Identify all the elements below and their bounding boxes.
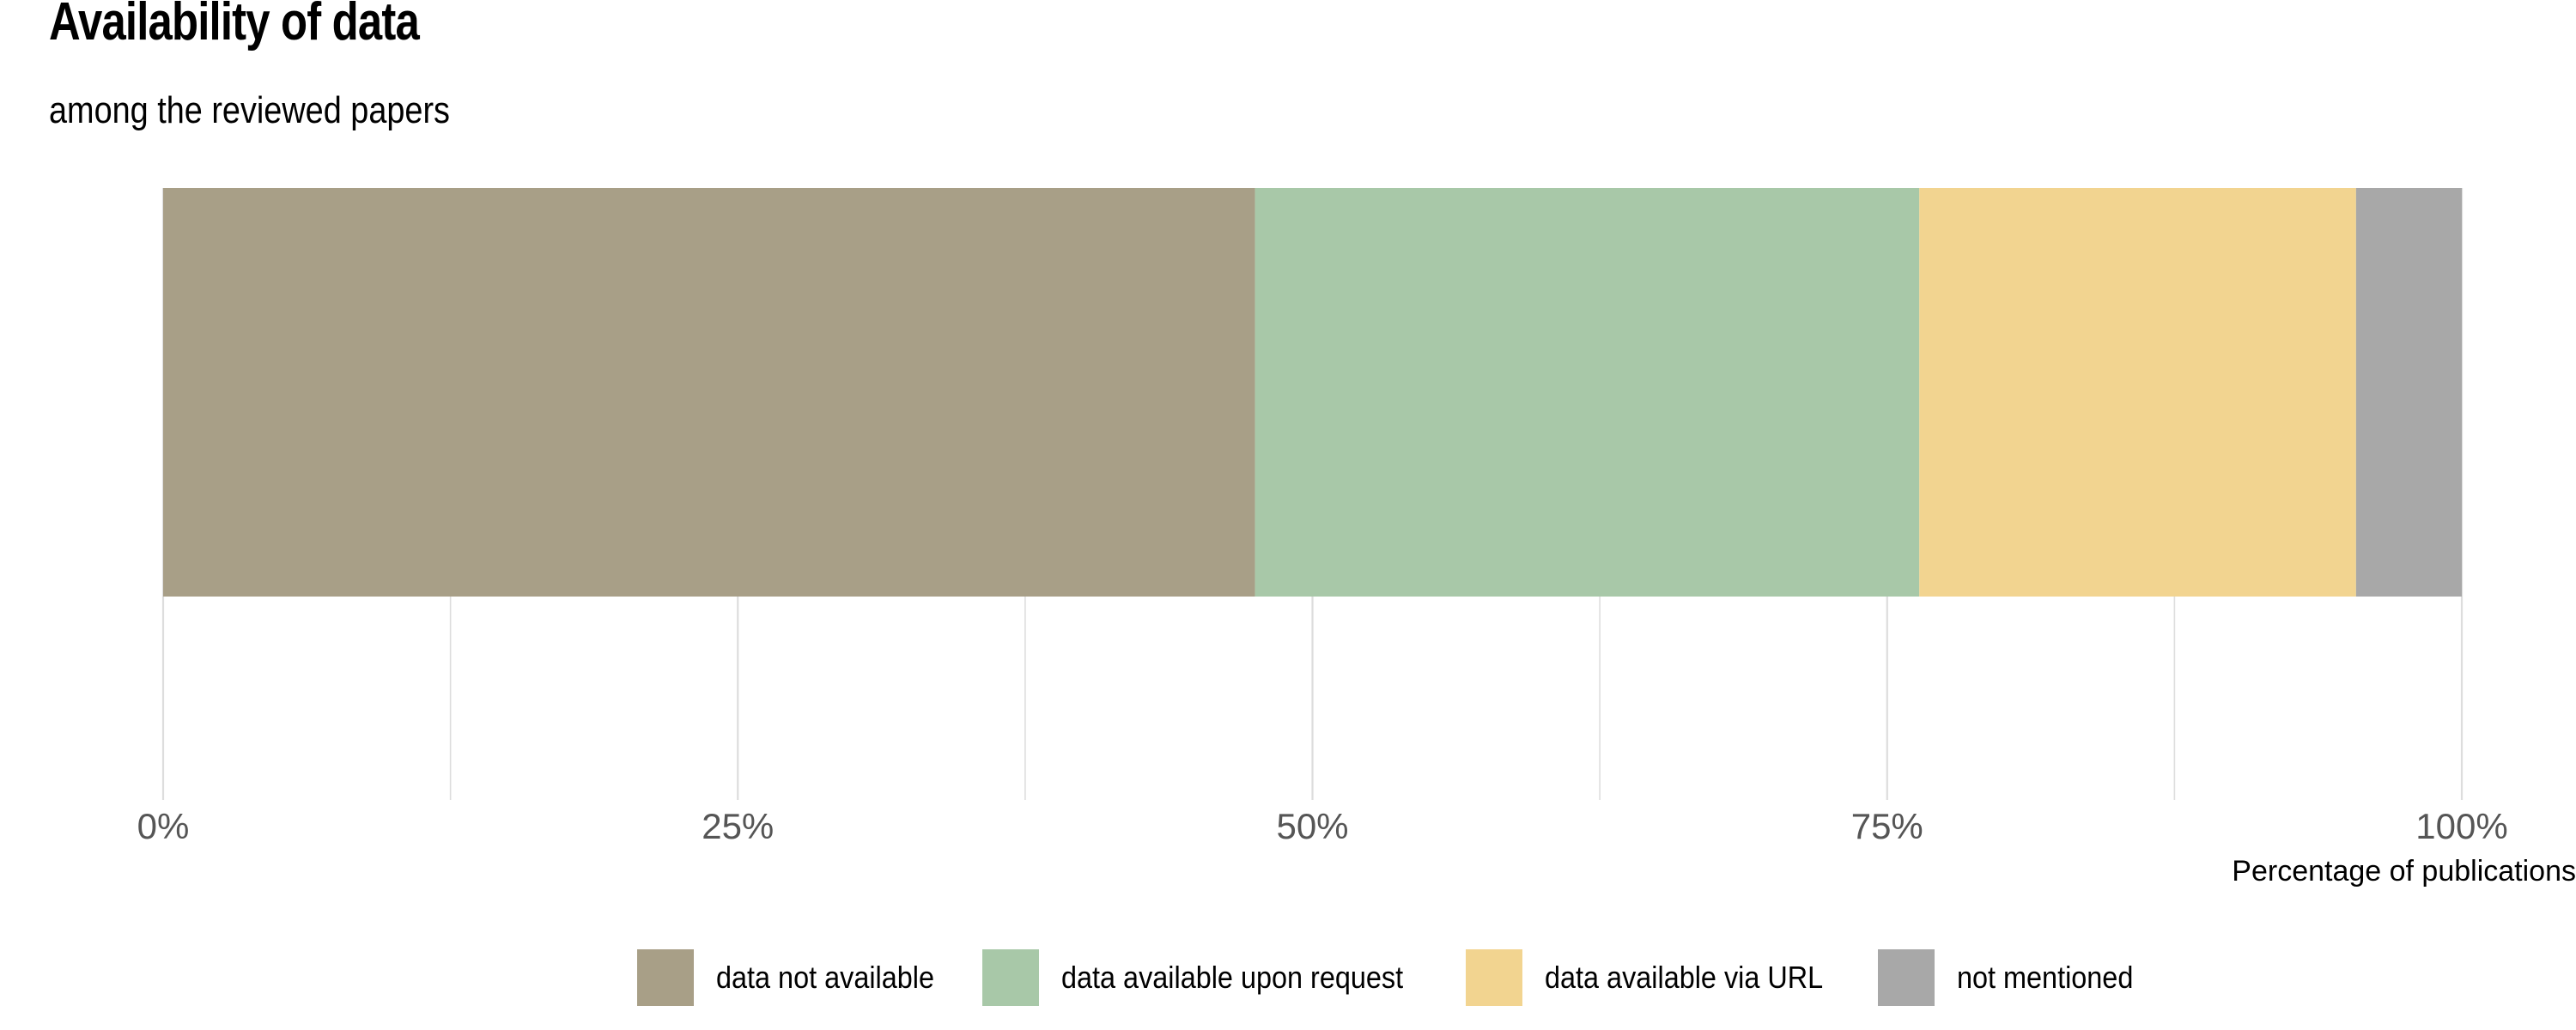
x-tick-label: 100% bbox=[2415, 806, 2507, 846]
x-axis-ticks: 0% 25% 50% 75% 100% bbox=[137, 806, 2508, 846]
x-tick-label: 0% bbox=[137, 806, 190, 846]
legend-label: data not available bbox=[716, 960, 934, 995]
legend-swatch bbox=[637, 949, 694, 1006]
bar-segments bbox=[163, 188, 2462, 597]
x-tick-label: 75% bbox=[1851, 806, 1923, 846]
x-axis-title: Percentage of publications bbox=[2232, 855, 2576, 888]
chart-title: Availability of data bbox=[49, 0, 420, 52]
legend: data not available data available upon r… bbox=[637, 949, 2177, 1006]
legend-label: not mentioned bbox=[1956, 960, 2134, 995]
bar-segment-1 bbox=[1255, 188, 1920, 597]
legend-label: data available via URL bbox=[1544, 960, 1823, 995]
bar-segment-0 bbox=[163, 188, 1255, 597]
chart-subtitle: among the reviewed papers bbox=[49, 89, 450, 131]
stacked-bar-chart: 0% 25% 50% 75% 100% Percentage of publicatio… bbox=[137, 188, 2576, 888]
bar-segment-2 bbox=[1919, 188, 2356, 597]
x-tick-label: 50% bbox=[1276, 806, 1348, 846]
legend-swatch bbox=[1877, 949, 1935, 1006]
legend-item-not-available: data not available bbox=[637, 949, 958, 1006]
x-tick-label: 25% bbox=[702, 806, 774, 846]
legend-swatch bbox=[982, 949, 1040, 1006]
legend-item-not-mentioned: not mentioned bbox=[1877, 949, 2153, 1006]
legend-label: data available upon request bbox=[1061, 960, 1404, 995]
legend-item-via-url: data available via URL bbox=[1465, 949, 1854, 1006]
bar-segment-3 bbox=[2355, 188, 2462, 597]
legend-swatch bbox=[1465, 949, 1522, 1006]
legend-item-upon-request: data available upon request bbox=[982, 949, 1441, 1006]
